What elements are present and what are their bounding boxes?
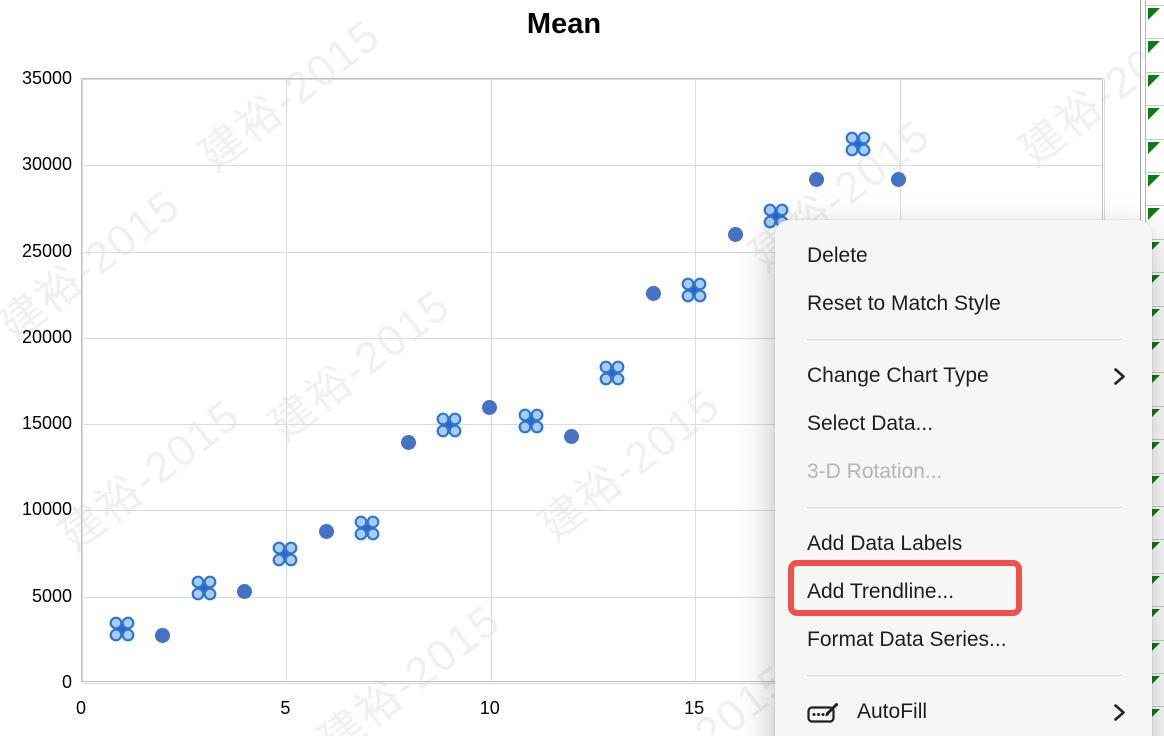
data-point-x8[interactable] bbox=[400, 435, 416, 451]
selected-data-point-x9[interactable] bbox=[436, 412, 462, 438]
x-axis-tick-0: 0 bbox=[75, 698, 87, 718]
gridline-x-0 bbox=[82, 79, 83, 681]
x-axis-tick-15: 15 bbox=[684, 698, 705, 718]
menu-item-label: Add Data Labels bbox=[807, 532, 963, 555]
selected-data-point-x11[interactable] bbox=[518, 408, 544, 434]
x-axis-tick-5: 5 bbox=[280, 698, 291, 718]
worksheet-cell[interactable] bbox=[1146, 105, 1164, 139]
menu-item-reset-to-match-style[interactable]: Reset to Match Style bbox=[775, 280, 1152, 328]
chevron-right-icon bbox=[1113, 367, 1126, 386]
worksheet-cell[interactable] bbox=[1146, 138, 1164, 173]
plot-area[interactable] bbox=[81, 78, 1105, 684]
menu-item-label: AutoFill bbox=[857, 700, 928, 723]
menu-item-3-d-rotation: 3-D Rotation... bbox=[775, 448, 1152, 496]
menu-item-label: Reset to Match Style bbox=[807, 292, 1001, 315]
menu-item-label: Add Trendline... bbox=[807, 580, 955, 603]
menu-item-label: Change Chart Type bbox=[807, 364, 989, 387]
menu-item-delete[interactable]: Delete bbox=[775, 232, 1152, 280]
y-axis-tick-20000: 20000 bbox=[21, 326, 72, 347]
y-axis-tick-25000: 25000 bbox=[21, 240, 72, 261]
gridline-y-30000 bbox=[82, 165, 1102, 167]
x-axis-tick-10: 10 bbox=[479, 698, 500, 718]
menu-item-autofill[interactable]: AutoFill bbox=[775, 688, 1152, 736]
selected-data-point-x1[interactable] bbox=[109, 616, 135, 642]
menu-item-label: Delete bbox=[807, 244, 868, 267]
chart-title[interactable]: Mean bbox=[526, 8, 602, 40]
chart-object[interactable]: Mean 0 5000 10000 15000 20000 25000 30000 35000… bbox=[0, 0, 1140, 736]
gridline-y-25000 bbox=[82, 251, 1102, 253]
gridline-y-15000 bbox=[82, 424, 1102, 426]
data-point-x6[interactable] bbox=[318, 523, 334, 539]
gridline-x-10 bbox=[490, 79, 492, 681]
gridline-y-5000 bbox=[82, 596, 1102, 598]
selected-data-point-x19[interactable] bbox=[845, 131, 871, 157]
y-axis-tick-5000: 5000 bbox=[31, 585, 72, 606]
data-point-x10[interactable] bbox=[482, 400, 498, 416]
gridline-x-15 bbox=[695, 79, 697, 681]
y-axis-tick-30000: 30000 bbox=[21, 154, 72, 175]
selected-data-point-x15[interactable] bbox=[681, 277, 707, 303]
data-point-x14[interactable] bbox=[645, 286, 661, 302]
menu-item-add-data-labels[interactable]: Add Data Labels bbox=[775, 520, 1152, 568]
menu-item-label: Format Data Series... bbox=[807, 628, 1007, 651]
menu-separator bbox=[775, 496, 1152, 520]
gridline-y-0 bbox=[82, 683, 1102, 684]
menu-item-label: Select Data... bbox=[807, 412, 934, 435]
y-axis-tick-0: 0 bbox=[61, 672, 72, 692]
data-point-x2[interactable] bbox=[155, 627, 171, 643]
menu-item-add-trendline[interactable]: Add Trendline... bbox=[775, 568, 1152, 616]
selected-data-point-x13[interactable] bbox=[599, 360, 625, 386]
menu-item-change-chart-type[interactable]: Change Chart Type bbox=[775, 352, 1152, 400]
menu-item-format-data-series[interactable]: Format Data Series... bbox=[775, 616, 1152, 664]
menu-separator bbox=[775, 664, 1152, 688]
gridline-y-20000 bbox=[82, 337, 1102, 339]
chart-context-menu: Delete Reset to Match Style Change Chart T… bbox=[775, 220, 1152, 736]
data-point-x4[interactable] bbox=[237, 583, 253, 599]
selected-data-point-x3[interactable] bbox=[191, 575, 217, 601]
autofill-pencil-icon bbox=[807, 699, 841, 725]
data-point-x12[interactable] bbox=[564, 428, 580, 444]
data-point-x20[interactable] bbox=[891, 172, 907, 188]
menu-item-select-data[interactable]: Select Data... bbox=[775, 400, 1152, 448]
gridline-y-10000 bbox=[82, 510, 1102, 512]
worksheet-cell[interactable] bbox=[1146, 172, 1164, 206]
data-point-x16[interactable] bbox=[727, 226, 743, 242]
selected-data-point-x5[interactable] bbox=[272, 541, 298, 567]
worksheet-cell[interactable] bbox=[1146, 5, 1164, 39]
chevron-right-icon bbox=[1113, 703, 1126, 722]
y-axis-tick-15000: 15000 bbox=[21, 413, 72, 434]
worksheet-cell[interactable] bbox=[1146, 38, 1164, 72]
data-point-x18[interactable] bbox=[809, 172, 825, 188]
y-axis-tick-10000: 10000 bbox=[21, 499, 72, 520]
selected-data-point-x17[interactable] bbox=[763, 203, 789, 229]
worksheet-cell[interactable] bbox=[1146, 205, 1164, 239]
menu-separator bbox=[775, 328, 1152, 352]
gridline-x-5 bbox=[286, 79, 288, 681]
gridline-y-35000 bbox=[82, 79, 1102, 80]
menu-item-label: 3-D Rotation... bbox=[807, 460, 943, 483]
y-axis-tick-35000: 35000 bbox=[21, 68, 72, 88]
selected-data-point-x7[interactable] bbox=[354, 515, 380, 541]
worksheet-cell[interactable] bbox=[1146, 71, 1164, 106]
